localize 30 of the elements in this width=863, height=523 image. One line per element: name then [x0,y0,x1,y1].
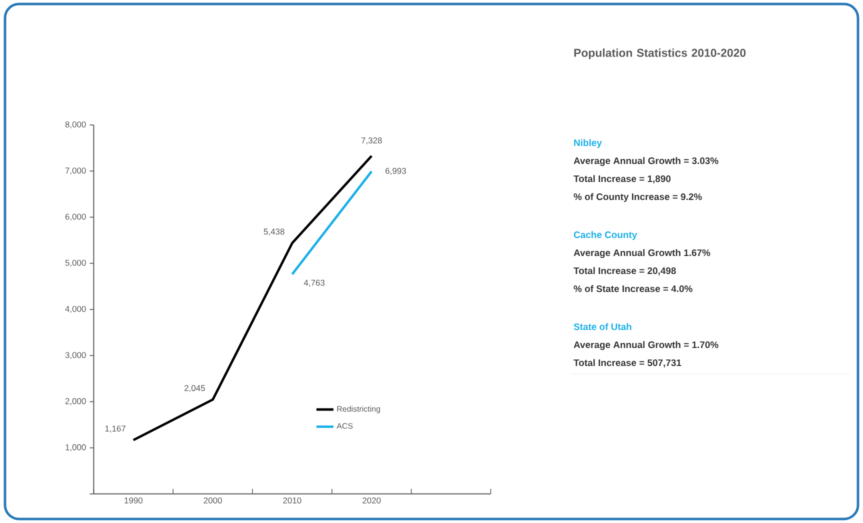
text: State of Utah [574,323,632,330]
y-tick-label: 7,000 [65,168,86,175]
data-label: 2,045 [184,385,205,392]
y-tick-label: 3,000 [65,352,86,360]
text: Population Statistics 2010-2020 [574,48,746,60]
data-label: 5,438 [264,228,284,236]
x-tick-label: 2020 [362,497,381,504]
data-label: 7,328 [361,137,382,144]
text: Total Increase = 507,731 [574,359,682,368]
text: Average Annual Growth 1.67% [574,249,710,258]
y-tick-label: 2,000 [65,398,86,406]
x-tick-label: 1990 [124,497,142,504]
data-label: 6,993 [386,168,406,175]
y-tick-label: 5,000 [65,260,86,267]
y-tick-label: 8,000 [65,121,86,128]
y-tick-label: 4,000 [65,306,86,313]
text: Cache County [574,231,638,240]
y-tick-label: 6,000 [65,214,86,221]
x-tick-label: 2010 [283,497,302,504]
text: Total Increase = 1,890 [574,175,671,184]
x-tick-label: 2000 [204,497,222,504]
text: % of State Increase = 4.0% [574,285,692,292]
data-label: 1,167 [105,426,126,433]
text: Nibley [574,139,602,148]
text: Average Annual Growth = 3.03% [574,157,718,166]
y-tick-label: 1,000 [66,444,86,452]
text: Average Annual Growth = 1.70% [574,341,718,350]
text: % of County Increase = 9.2% [574,193,702,202]
text: Total Increase = 20,498 [574,267,676,276]
data-label: 4,763 [304,280,325,287]
